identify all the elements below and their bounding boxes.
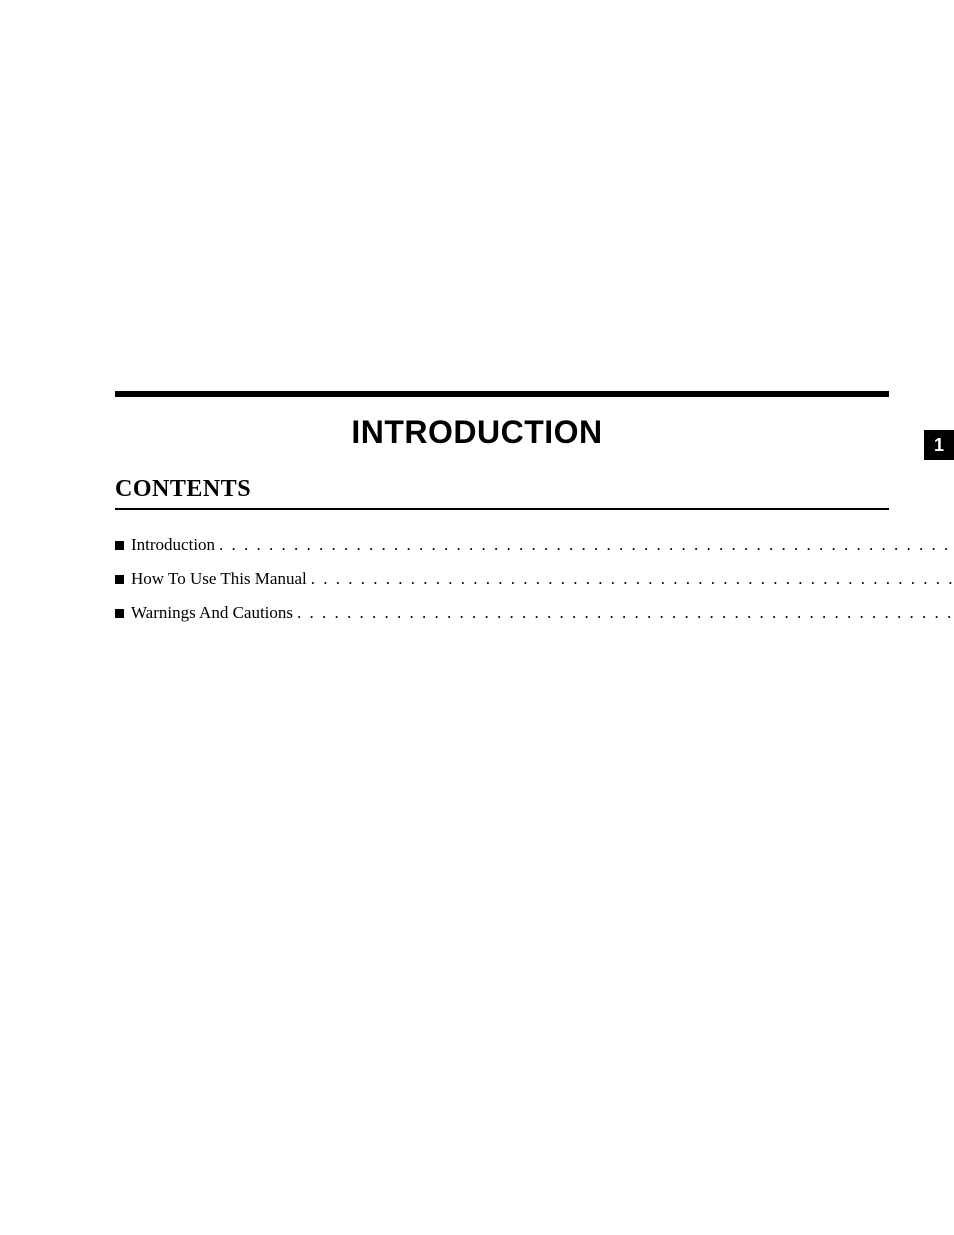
- bullet-icon: [115, 541, 124, 550]
- toc-entry: How To Use This Manual . . . . . . . . .…: [115, 562, 954, 596]
- contents-heading: CONTENTS: [115, 476, 251, 503]
- toc-leader-dots: . . . . . . . . . . . . . . . . . . . . …: [219, 528, 954, 562]
- section-title: INTRODUCTION: [0, 414, 954, 451]
- toc-entry-title: How To Use This Manual: [131, 562, 307, 596]
- toc-entry: Warnings And Cautions . . . . . . . . . …: [115, 596, 954, 630]
- chapter-tab: 1: [924, 430, 954, 460]
- manual-page: INTRODUCTION 1 CONTENTS Introduction . .…: [0, 0, 954, 1235]
- toc-entry: Introduction . . . . . . . . . . . . . .…: [115, 528, 954, 562]
- toc-entry-title: Warnings And Cautions: [131, 596, 293, 630]
- toc-entry-title: Introduction: [131, 528, 215, 562]
- bullet-icon: [115, 575, 124, 584]
- chapter-number: 1: [934, 435, 944, 456]
- table-of-contents: Introduction . . . . . . . . . . . . . .…: [115, 528, 889, 630]
- toc-leader-dots: . . . . . . . . . . . . . . . . . . . . …: [297, 596, 954, 630]
- bullet-icon: [115, 609, 124, 618]
- section-divider-rule: [115, 391, 889, 397]
- toc-leader-dots: . . . . . . . . . . . . . . . . . . . . …: [311, 562, 954, 596]
- contents-underline: [115, 508, 889, 510]
- toc-column-left: Introduction . . . . . . . . . . . . . .…: [115, 528, 954, 630]
